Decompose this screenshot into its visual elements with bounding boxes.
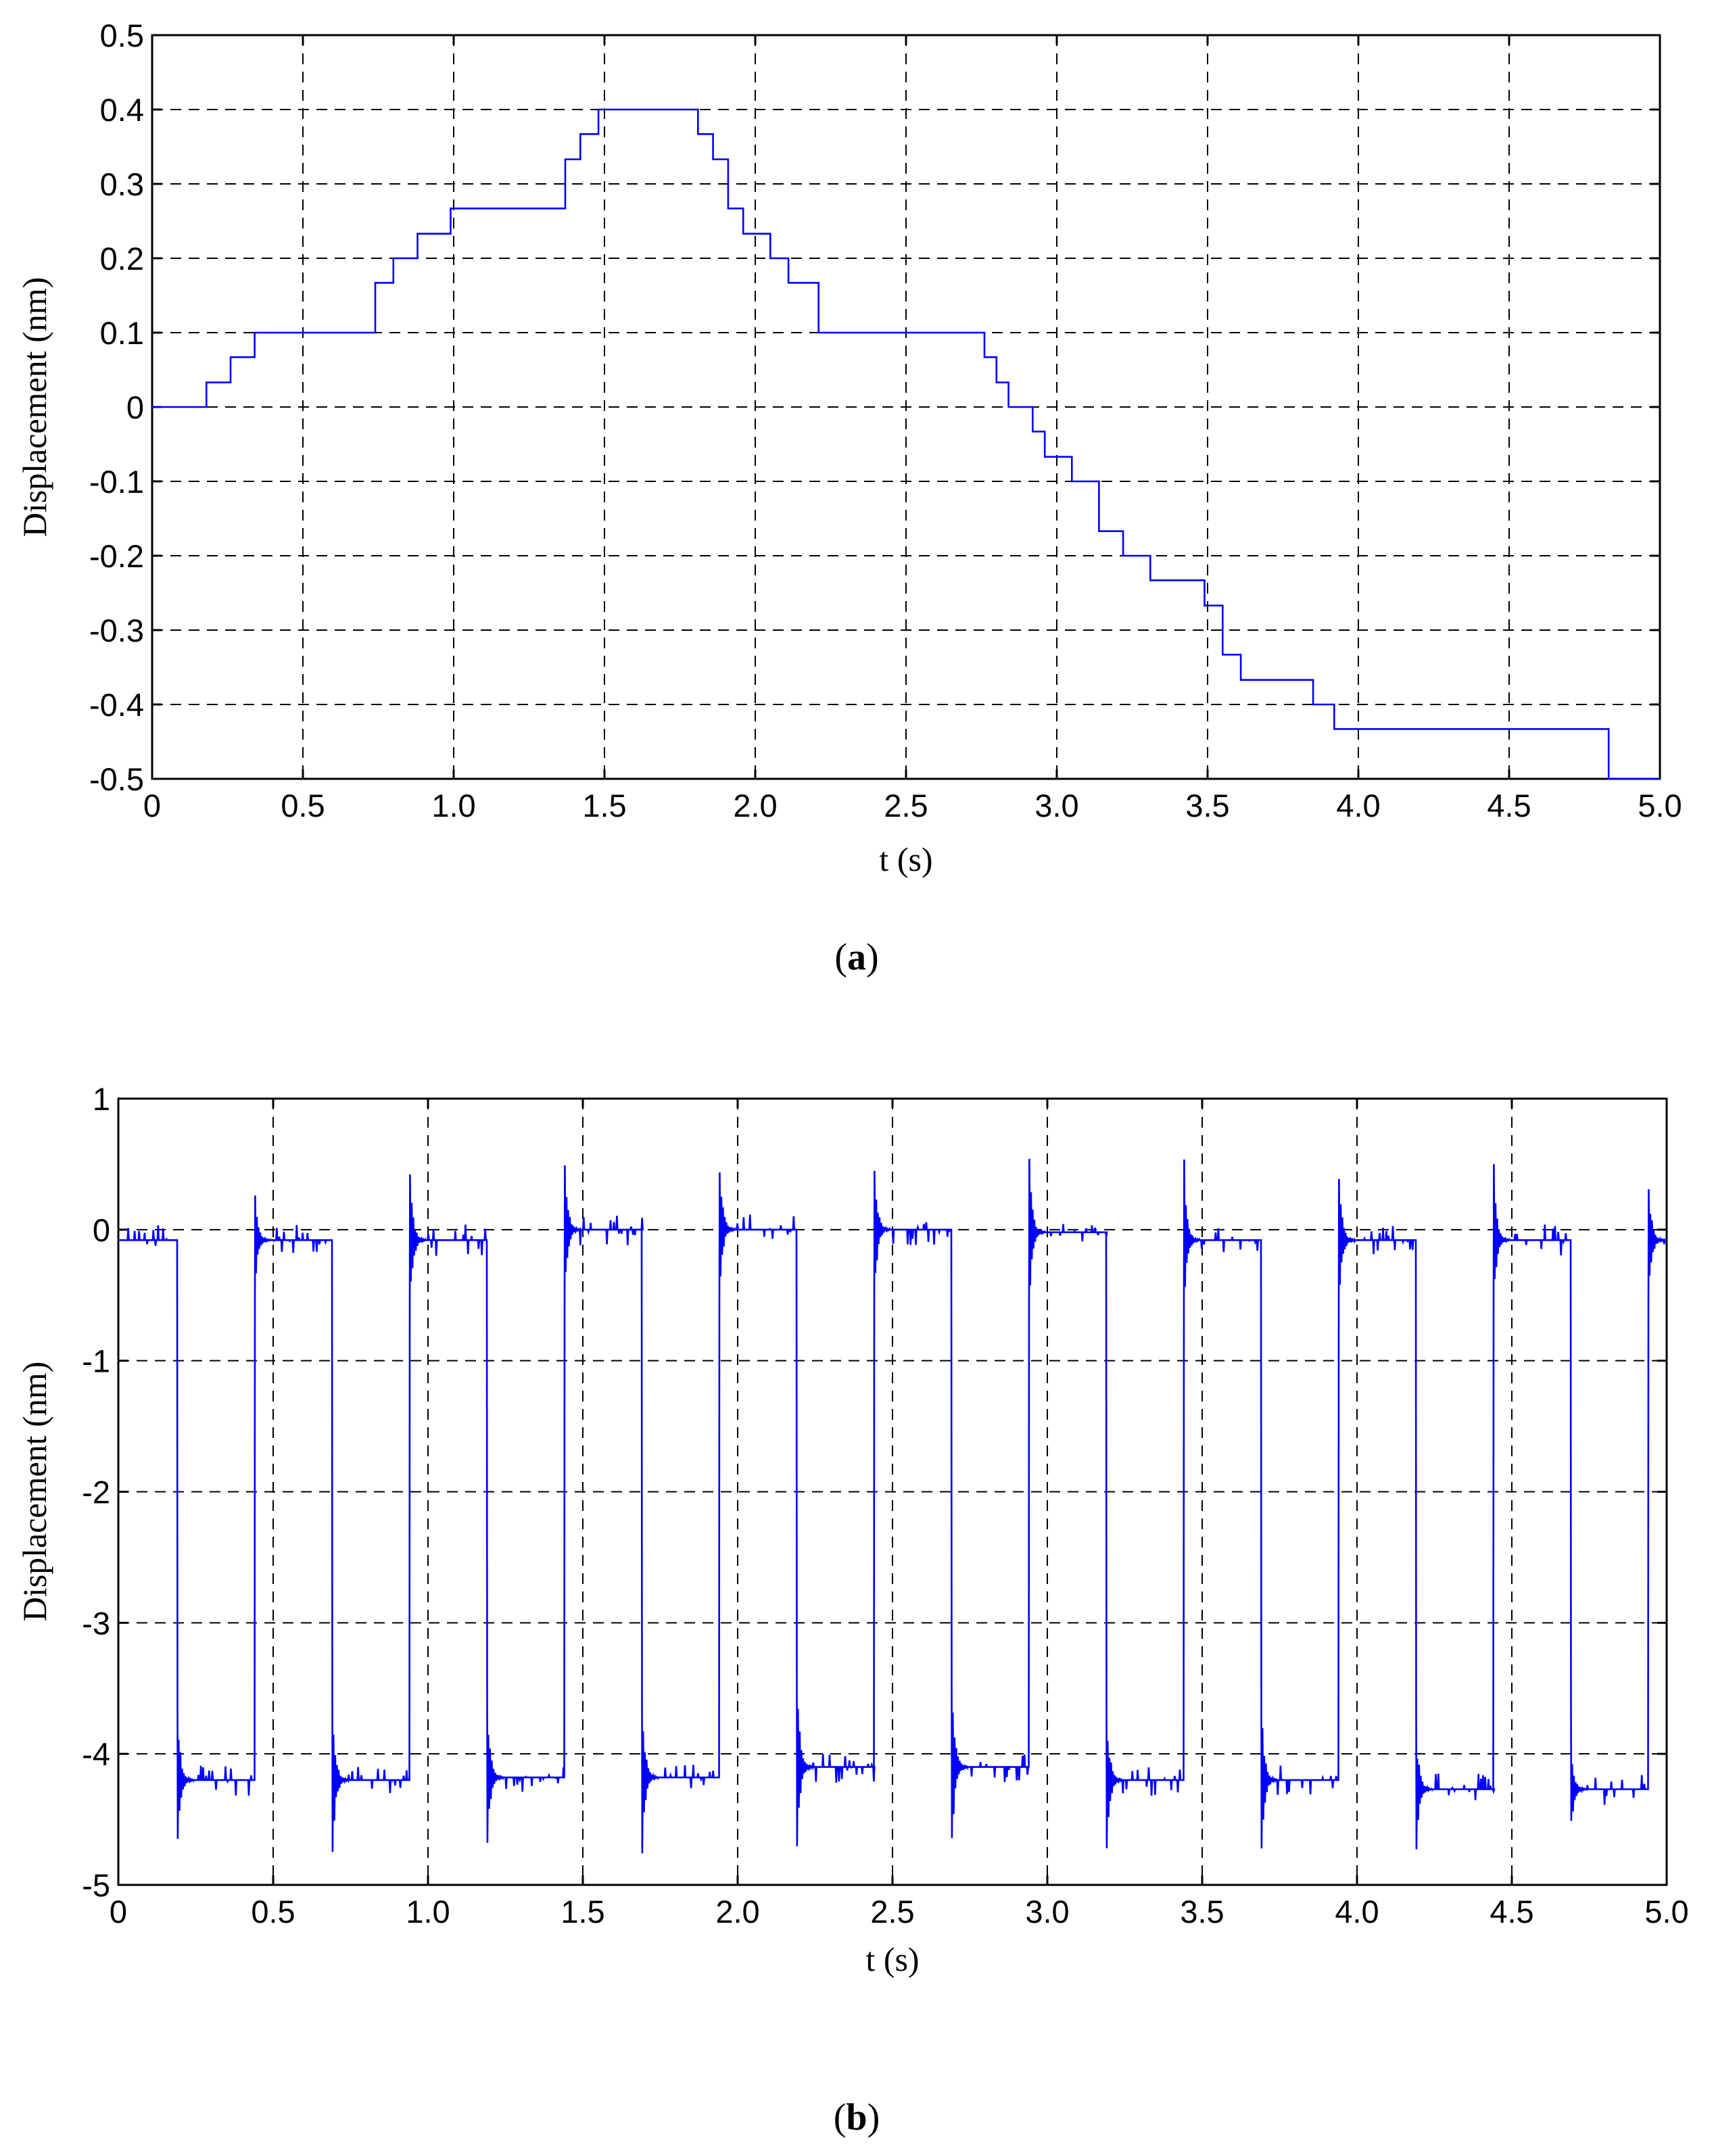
x-tick-label: 1.0 [431,788,475,823]
x-tick-label: 2.0 [715,1894,759,1930]
x-tick-label: 1.0 [406,1894,450,1930]
displacement-line-a [152,108,1660,780]
x-tick-label: 4.5 [1487,788,1531,823]
x-tick-label: 4.0 [1335,1894,1379,1930]
x-tick-label: 0.5 [251,1894,295,1930]
y-tick-label: 0 [93,1212,110,1248]
y-tick-label: -0.3 [89,613,144,648]
x-tick-label: 3.5 [1180,1894,1224,1930]
y-axis-title-b: Displacement (nm) [16,1362,53,1622]
chart-panel-b: 0 0.5 1.0 1.5 2.0 2.5 3.0 3.5 4.0 4.5 5.0 1 0 -1 -2 -3… [16,1081,1689,2138]
x-tick-label: 2.5 [884,788,928,823]
y-tick-label: 0.3 [100,166,144,202]
tick-marks-b [117,1097,1668,1886]
panel-caption-a: (a) [834,936,878,978]
y-tick-label: -2 [82,1475,110,1510]
y-tick-label: 0 [126,389,144,425]
x-tick-label: 4.5 [1490,1894,1533,1930]
x-axis-title-a: t (s) [879,840,932,878]
grid-lines-b [118,1099,1667,1885]
x-tick-label: 3.0 [1025,1894,1069,1930]
y-tick-label: -3 [82,1605,110,1641]
y-tick-label: -0.4 [89,687,144,723]
panel-caption-b: (b) [834,2097,880,2138]
y-tick-labels-b: 1 0 -1 -2 -3 -4 -5 [82,1081,110,1903]
y-tick-label: -4 [82,1736,110,1772]
x-tick-label: 0 [143,788,161,823]
y-tick-label: -0.2 [89,538,144,574]
y-tick-label: -0.1 [89,464,144,500]
x-tick-labels-b: 0 0.5 1.0 1.5 2.0 2.5 3.0 3.5 4.0 4.5 5.0 [110,1894,1689,1930]
y-tick-label: 0.5 [100,18,144,53]
y-tick-label: -0.5 [89,761,144,797]
y-tick-label: 0.4 [100,92,144,128]
y-tick-label: 0.1 [100,315,144,351]
x-tick-label: 5.0 [1644,1894,1688,1930]
x-tick-label: 2.5 [870,1894,914,1930]
y-tick-label: 0.2 [100,241,144,277]
y-axis-title-a: Displacement (nm) [16,277,53,537]
y-tick-labels-a: 0.5 0.4 0.3 0.2 0.1 0 -0.1 -0.2 -0.3 -0.4 -0.5 [89,18,144,797]
y-tick-label: -1 [82,1343,110,1379]
x-tick-label: 3.0 [1034,788,1078,823]
displacement-line-b [118,1159,1667,1854]
x-tick-label: 4.0 [1336,788,1380,823]
x-tick-label: 5.0 [1638,788,1682,823]
x-tick-label: 3.5 [1185,788,1229,823]
y-tick-label: -5 [82,1867,110,1903]
x-tick-labels-a: 0 0.5 1.0 1.5 2.0 2.5 3.0 3.5 4.0 4.5 5.0 [143,788,1682,823]
x-tick-label: 2.0 [733,788,777,823]
x-tick-label: 1.5 [582,788,626,823]
x-tick-label: 0 [110,1894,127,1930]
x-axis-title-b: t (s) [865,1940,919,1978]
x-tick-label: 0.5 [281,788,325,823]
y-tick-label: 1 [93,1081,110,1117]
x-tick-label: 1.5 [561,1894,604,1930]
chart-panel-a: 0 0.5 1.0 1.5 2.0 2.5 3.0 3.5 4.0 4.5 5.0 0.50.40.… [0,0,1714,1001]
